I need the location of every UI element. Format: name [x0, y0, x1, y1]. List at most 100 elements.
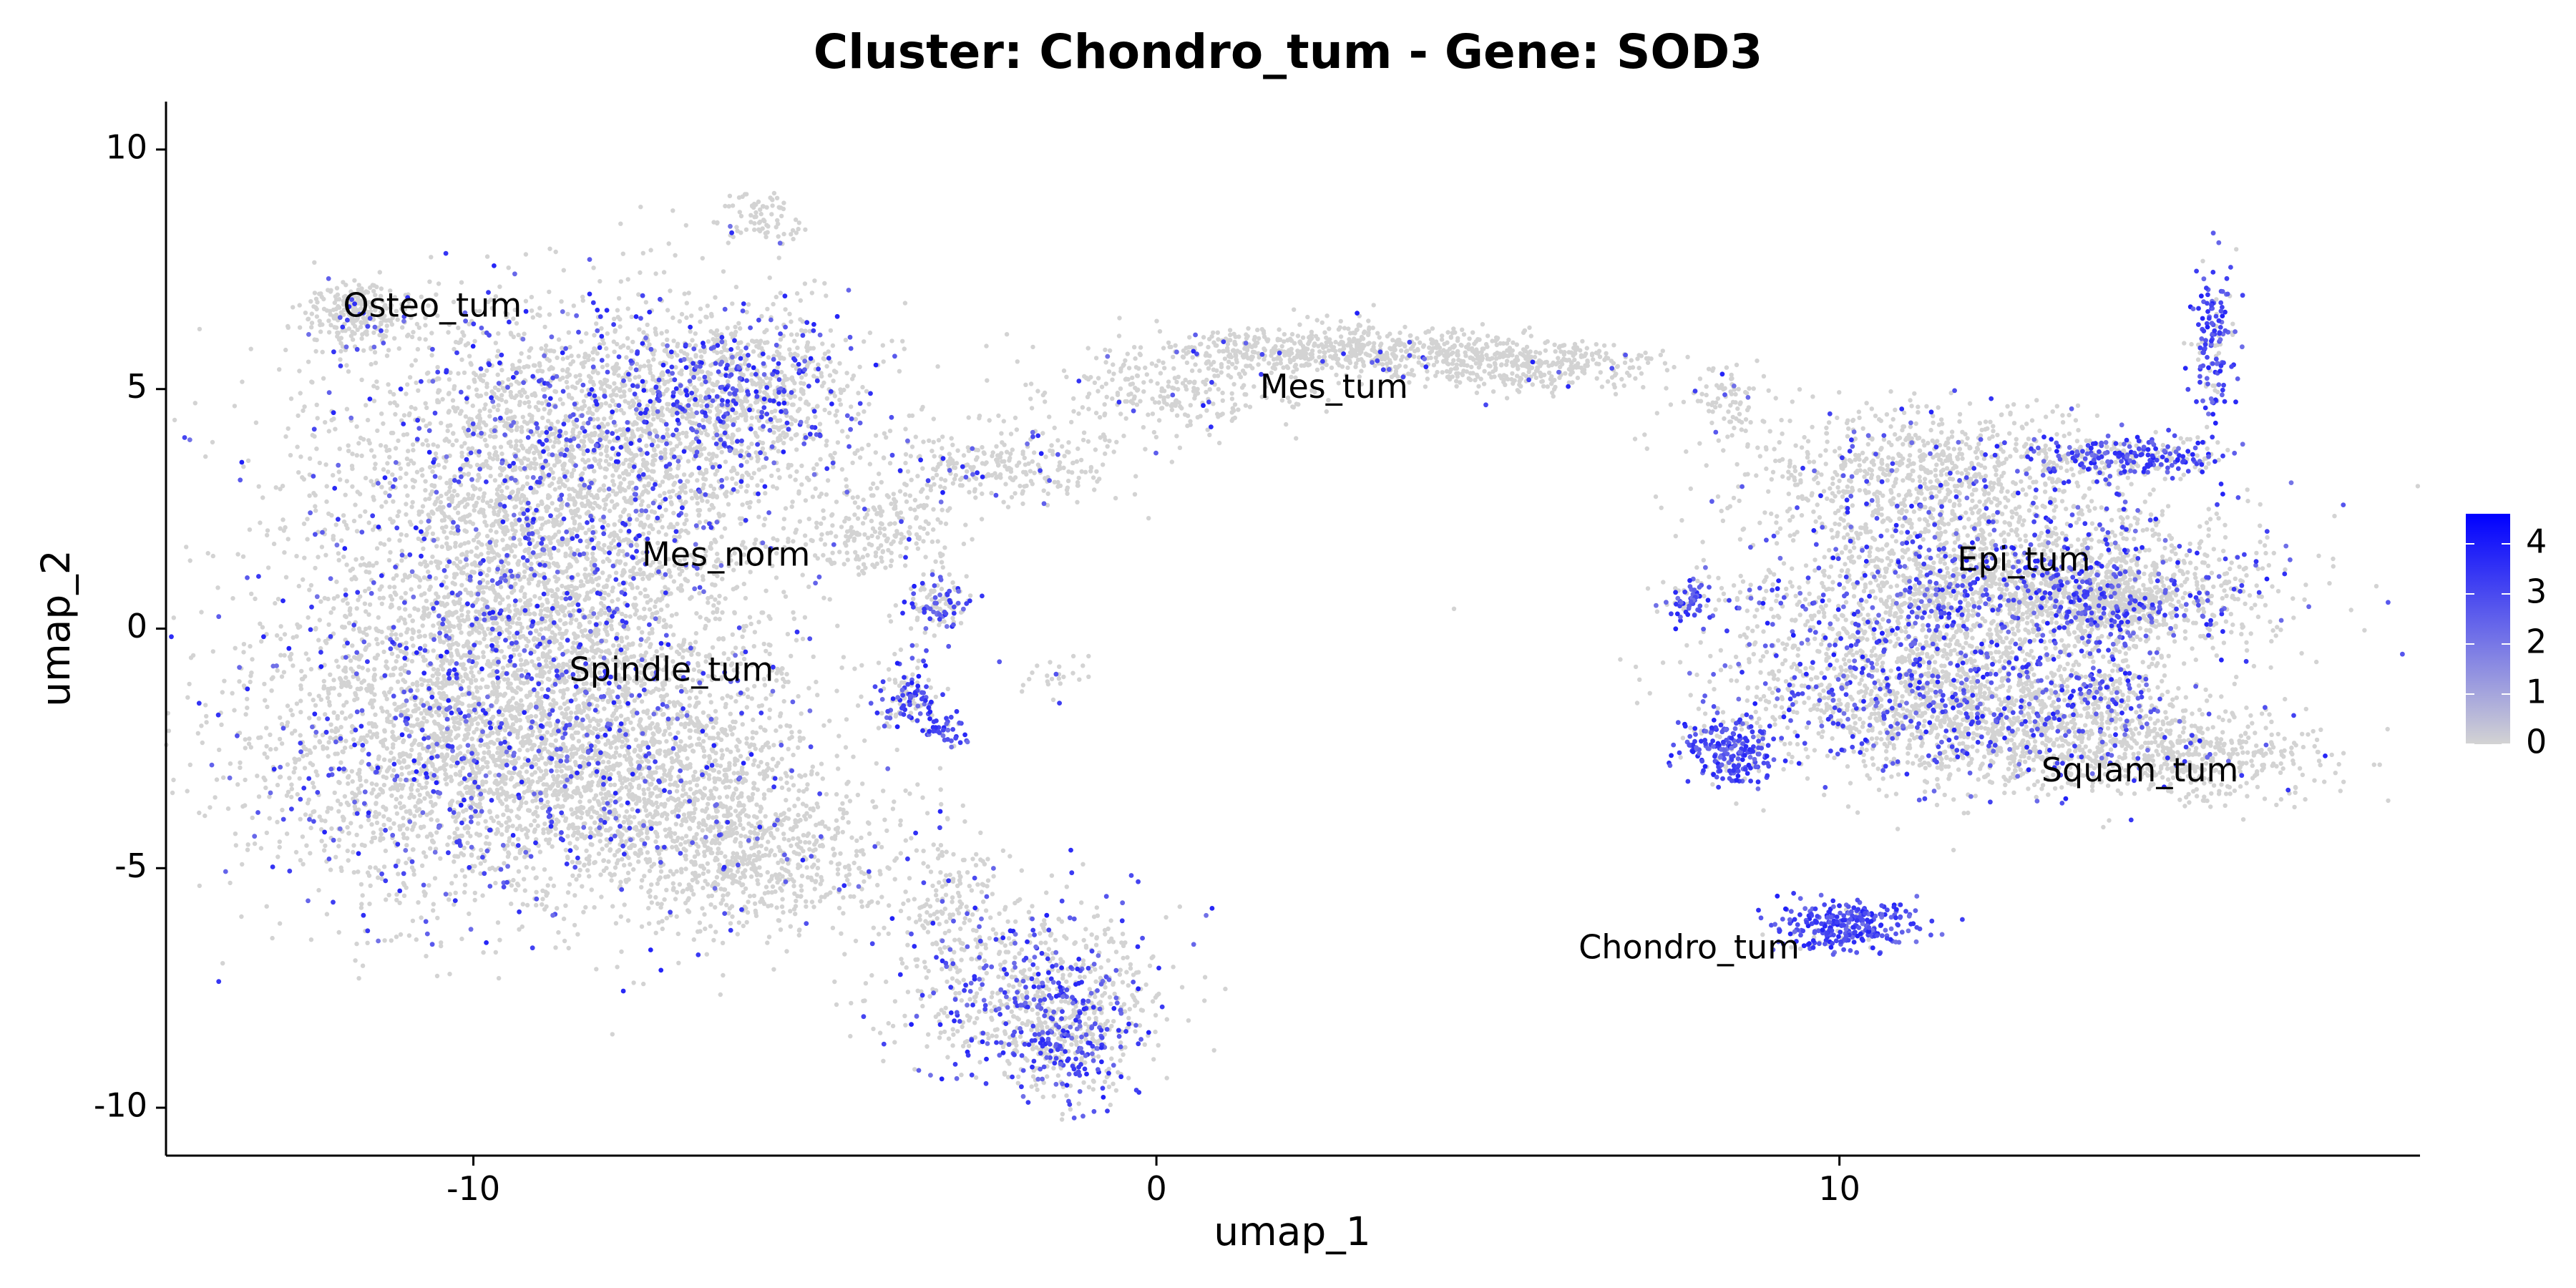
point — [384, 499, 389, 504]
point — [329, 826, 334, 831]
point — [613, 329, 618, 334]
point — [469, 362, 474, 367]
point — [392, 400, 397, 406]
point — [646, 474, 652, 479]
point — [451, 405, 456, 410]
point — [790, 363, 796, 369]
point — [447, 391, 452, 396]
point — [843, 338, 849, 343]
point — [373, 361, 379, 366]
point — [321, 678, 326, 684]
point — [407, 613, 412, 618]
point — [565, 311, 570, 317]
point — [766, 224, 771, 229]
point — [488, 528, 493, 533]
point — [364, 332, 369, 337]
point — [410, 477, 415, 482]
point — [738, 213, 744, 219]
point — [819, 491, 824, 497]
point — [590, 379, 595, 385]
point — [323, 552, 328, 557]
point — [607, 439, 613, 444]
point — [404, 512, 409, 517]
point — [534, 902, 539, 908]
point — [472, 338, 477, 343]
point — [283, 434, 288, 439]
point — [616, 373, 621, 378]
point — [827, 597, 832, 602]
point — [565, 355, 570, 360]
point — [671, 525, 676, 530]
point — [484, 572, 489, 578]
point — [735, 415, 741, 421]
point — [517, 402, 522, 407]
point — [618, 427, 623, 432]
point — [303, 311, 308, 316]
point — [412, 573, 418, 578]
point — [668, 624, 673, 629]
point — [671, 338, 676, 343]
point — [824, 443, 829, 448]
point — [719, 449, 724, 455]
point — [420, 473, 425, 478]
point — [514, 379, 519, 384]
point — [617, 474, 623, 479]
point — [307, 587, 312, 592]
point — [545, 419, 551, 424]
point — [744, 470, 749, 475]
point — [499, 397, 504, 403]
point — [333, 294, 338, 299]
point — [288, 453, 293, 458]
point — [609, 499, 615, 504]
point — [781, 206, 786, 212]
point — [484, 254, 490, 259]
point — [505, 595, 511, 600]
point — [291, 305, 296, 310]
point — [771, 190, 777, 196]
point — [834, 419, 840, 424]
point — [544, 663, 549, 668]
point — [714, 454, 719, 459]
point — [382, 313, 387, 318]
point — [499, 452, 504, 457]
point — [665, 603, 670, 608]
point — [653, 271, 658, 276]
point — [187, 558, 192, 563]
point — [659, 513, 665, 519]
point — [762, 517, 768, 522]
point — [351, 627, 356, 632]
point — [668, 574, 673, 579]
point — [803, 328, 808, 333]
point — [553, 389, 559, 394]
point — [789, 730, 794, 735]
point — [512, 554, 517, 559]
point — [388, 401, 393, 406]
point — [684, 315, 689, 321]
point — [543, 658, 549, 663]
point — [555, 457, 560, 462]
point — [563, 430, 568, 436]
point — [355, 327, 360, 332]
point — [538, 454, 543, 459]
point — [710, 494, 716, 499]
point — [763, 696, 769, 701]
point — [416, 608, 421, 613]
point — [692, 402, 697, 407]
point — [507, 416, 512, 421]
point — [723, 203, 728, 209]
point — [735, 471, 740, 477]
point — [794, 469, 799, 474]
point — [498, 524, 503, 529]
point — [432, 483, 437, 489]
point — [319, 839, 324, 844]
point — [679, 311, 685, 317]
point — [439, 544, 444, 550]
point — [728, 553, 733, 558]
point — [344, 363, 349, 368]
point — [449, 680, 454, 686]
point — [713, 333, 719, 338]
point — [534, 543, 540, 548]
point — [363, 509, 368, 514]
point — [791, 236, 796, 242]
point — [867, 401, 872, 406]
